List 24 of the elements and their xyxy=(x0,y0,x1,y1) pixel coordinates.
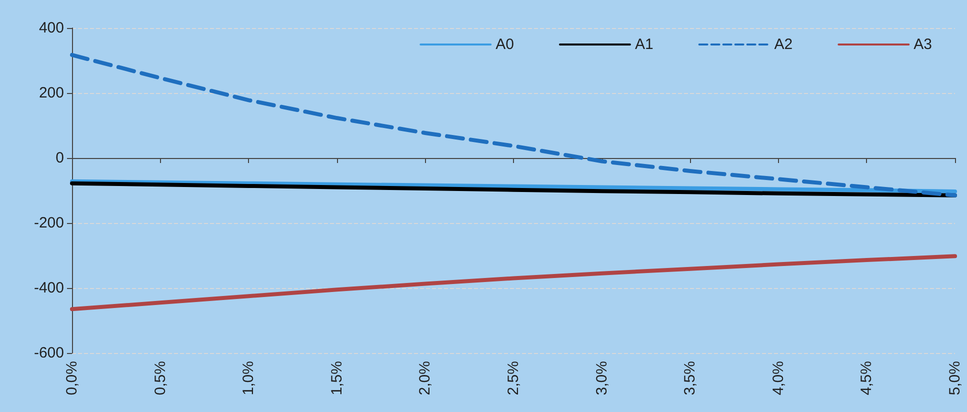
y-tick-label: 400 xyxy=(38,20,64,36)
y-tick-label: -600 xyxy=(34,344,64,362)
x-tick-label: 3,5% xyxy=(682,361,699,396)
legend-label: A1 xyxy=(634,36,654,53)
line-series xyxy=(70,179,957,194)
x-tick-label: 5,0% xyxy=(946,361,964,396)
legend-label: A3 xyxy=(914,36,932,53)
y-tick-label: -200 xyxy=(34,214,64,232)
legend-label: A2 xyxy=(774,36,793,53)
x-tick-label: 4,5% xyxy=(858,361,876,396)
x-tick-label: 2,5% xyxy=(505,361,522,396)
line-series xyxy=(70,254,957,312)
x-tick-label: 1,0% xyxy=(240,361,258,396)
y-tick-label: 200 xyxy=(38,84,64,102)
y-tick-label: -400 xyxy=(34,280,64,296)
line-series xyxy=(70,52,957,198)
y-tick-label: 0 xyxy=(56,150,64,166)
x-tick-label: 2,0% xyxy=(416,361,434,396)
x-tick-label: 4,0% xyxy=(770,361,787,396)
x-tick-label: 3,0% xyxy=(593,361,610,396)
x-tick-label: 0,5% xyxy=(152,361,169,396)
x-tick-label: 1,5% xyxy=(328,361,346,396)
x-tick-label: 0,0% xyxy=(64,361,80,396)
legend-label: A0 xyxy=(496,36,514,53)
